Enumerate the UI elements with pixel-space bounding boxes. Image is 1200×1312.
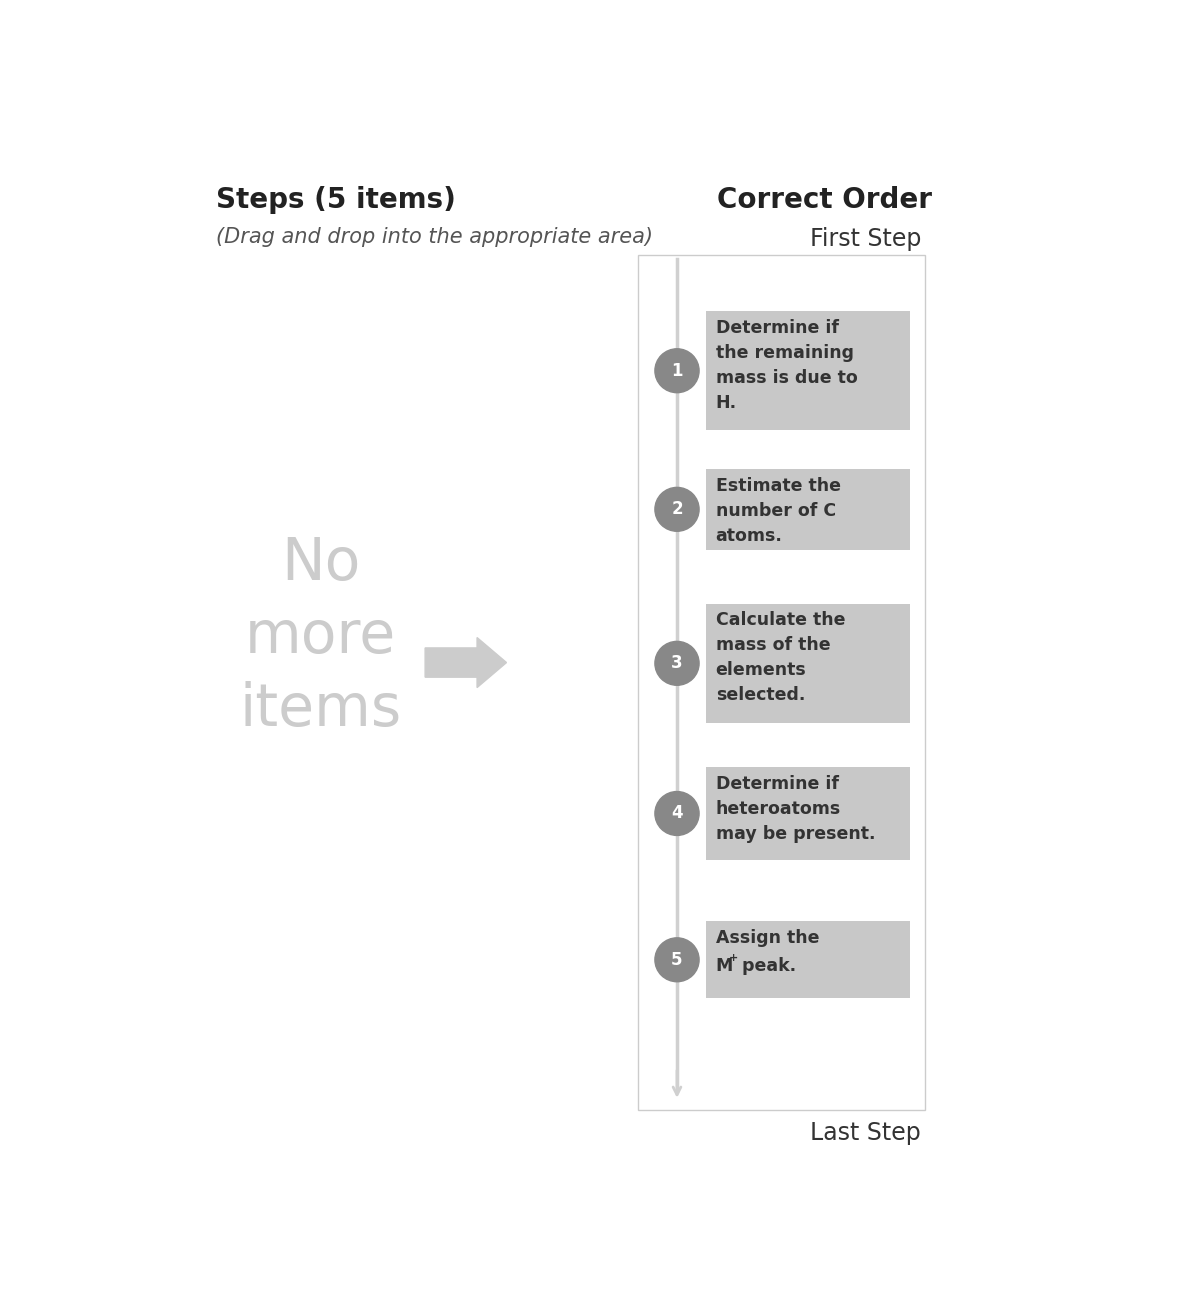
Text: Steps (5 items): Steps (5 items) xyxy=(216,186,456,214)
Text: 3: 3 xyxy=(671,655,683,672)
Circle shape xyxy=(655,791,700,836)
Text: Determine if
heteroatoms
may be present.: Determine if heteroatoms may be present. xyxy=(715,775,875,844)
Text: 1: 1 xyxy=(671,362,683,379)
Text: No
more
items: No more items xyxy=(239,535,402,737)
FancyBboxPatch shape xyxy=(707,604,910,723)
Text: Correct Order: Correct Order xyxy=(716,186,931,214)
Text: Last Step: Last Step xyxy=(810,1122,922,1145)
Text: 5: 5 xyxy=(671,951,683,968)
Text: M: M xyxy=(715,956,733,975)
FancyArrow shape xyxy=(425,638,506,687)
Text: 4: 4 xyxy=(671,804,683,823)
Text: +: + xyxy=(730,953,738,963)
Circle shape xyxy=(655,642,700,685)
Text: (Drag and drop into the appropriate area): (Drag and drop into the appropriate area… xyxy=(216,227,653,247)
Text: First Step: First Step xyxy=(810,227,922,251)
Circle shape xyxy=(655,938,700,981)
Circle shape xyxy=(655,349,700,392)
Text: peak.: peak. xyxy=(736,956,796,975)
Text: Assign the: Assign the xyxy=(715,929,820,947)
Text: Estimate the
number of C
atoms.: Estimate the number of C atoms. xyxy=(715,476,841,544)
FancyBboxPatch shape xyxy=(707,311,910,430)
FancyBboxPatch shape xyxy=(707,768,910,859)
FancyBboxPatch shape xyxy=(707,468,910,550)
Text: Determine if
the remaining
mass is due to
H.: Determine if the remaining mass is due t… xyxy=(715,319,858,412)
Text: Calculate the
mass of the
elements
selected.: Calculate the mass of the elements selec… xyxy=(715,611,845,705)
FancyBboxPatch shape xyxy=(707,921,910,998)
FancyBboxPatch shape xyxy=(638,256,925,1110)
Text: 2: 2 xyxy=(671,500,683,518)
Circle shape xyxy=(655,487,700,531)
